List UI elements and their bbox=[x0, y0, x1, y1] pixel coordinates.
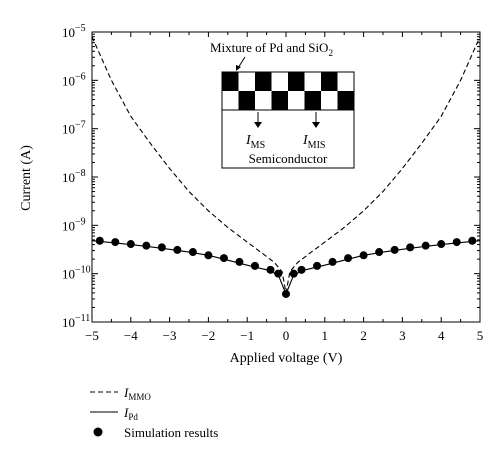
simulation-point bbox=[437, 240, 446, 249]
legend-swatch-simulation bbox=[93, 427, 103, 437]
inset-top-label: Mixture of Pd and SiO2 bbox=[210, 40, 333, 58]
checker-cell bbox=[238, 91, 255, 110]
x-tick-label: 4 bbox=[438, 328, 445, 343]
checker-cell bbox=[288, 72, 305, 91]
x-tick-label: −1 bbox=[240, 328, 254, 343]
simulation-point bbox=[235, 257, 244, 266]
simulation-point bbox=[95, 236, 104, 245]
simulation-point bbox=[344, 254, 353, 263]
checker-cell bbox=[321, 72, 338, 91]
mis-arrowhead bbox=[312, 122, 320, 128]
x-tick-label: 2 bbox=[360, 328, 367, 343]
simulation-point bbox=[173, 245, 182, 254]
legend: IMMO IPd Simulation results bbox=[90, 385, 218, 440]
inset-box bbox=[221, 71, 355, 169]
x-tick-label: −2 bbox=[201, 328, 215, 343]
y-tick-label: 10−5 bbox=[62, 23, 86, 40]
simulation-point bbox=[313, 261, 322, 270]
inset-imis-label: IMIS bbox=[302, 133, 325, 151]
y-tick-label: 10−10 bbox=[62, 265, 91, 282]
legend-label-mmo: IMMO bbox=[123, 385, 151, 402]
simulation-point bbox=[289, 269, 298, 278]
x-tick-label: 0 bbox=[283, 328, 290, 343]
simulation-point bbox=[274, 269, 283, 278]
x-tick-label: 1 bbox=[322, 328, 329, 343]
checker-cell bbox=[337, 91, 354, 110]
simulation-point bbox=[157, 243, 166, 252]
x-tick-label: −5 bbox=[85, 328, 99, 343]
y-axis-label: Current (A) bbox=[19, 145, 34, 211]
structure-inset: Mixture of Pd and SiO2 IMS IMIS Semicond… bbox=[210, 40, 355, 169]
inset-top-arrow bbox=[237, 56, 246, 69]
inset-ims-label: IMS bbox=[245, 133, 265, 151]
legend-label-simulation: Simulation results bbox=[124, 425, 218, 440]
checker-cell bbox=[304, 91, 321, 110]
simulation-point bbox=[359, 251, 368, 260]
checkerboard-layer bbox=[222, 72, 354, 110]
simulation-point bbox=[126, 240, 135, 249]
y-tick-label: 10−6 bbox=[62, 71, 86, 88]
simulation-point bbox=[328, 257, 337, 266]
simulation-point bbox=[142, 241, 151, 250]
simulation-point bbox=[421, 241, 430, 250]
checker-cell bbox=[255, 72, 272, 91]
simulation-point bbox=[250, 261, 259, 270]
simulation-point bbox=[406, 243, 415, 252]
simulation-point bbox=[282, 289, 290, 298]
checker-cell bbox=[222, 72, 239, 91]
y-tick-label: 10−8 bbox=[62, 168, 86, 185]
y-tick-label: 10−9 bbox=[62, 216, 86, 233]
legend-label-pd: IPd bbox=[123, 405, 138, 422]
simulation-point bbox=[297, 265, 306, 274]
simulation-point bbox=[375, 248, 384, 257]
x-tick-label: −4 bbox=[124, 328, 138, 343]
simulation-point bbox=[390, 245, 399, 254]
simulation-point bbox=[188, 248, 197, 257]
series-layer bbox=[91, 36, 481, 298]
simulation-point bbox=[204, 251, 213, 260]
simulation-point bbox=[111, 238, 120, 247]
x-tick-label: −3 bbox=[163, 328, 177, 343]
inset-semiconductor-label: Semiconductor bbox=[249, 151, 328, 166]
series-line-pd bbox=[91, 240, 481, 296]
x-tick-label: 5 bbox=[477, 328, 484, 343]
simulation-point bbox=[468, 236, 477, 245]
x-axis-label: Applied voltage (V) bbox=[230, 351, 343, 366]
axis-ticks: −5 −4 −3 −2 −1 0 1 2 3 4 5 10−11 10−10 10−9 10−8 10−7 10… bbox=[62, 23, 483, 343]
checker-cell bbox=[271, 91, 288, 110]
x-tick-label: 3 bbox=[399, 328, 406, 343]
simulation-point bbox=[219, 254, 228, 263]
y-tick-label: 10−11 bbox=[62, 313, 90, 330]
y-tick-label: 10−7 bbox=[62, 120, 86, 137]
simulation-point bbox=[266, 265, 275, 274]
inset-top-arrowhead bbox=[236, 65, 241, 71]
ms-arrowhead bbox=[254, 122, 262, 128]
plot-frame bbox=[91, 31, 481, 323]
simulation-point bbox=[452, 238, 461, 247]
